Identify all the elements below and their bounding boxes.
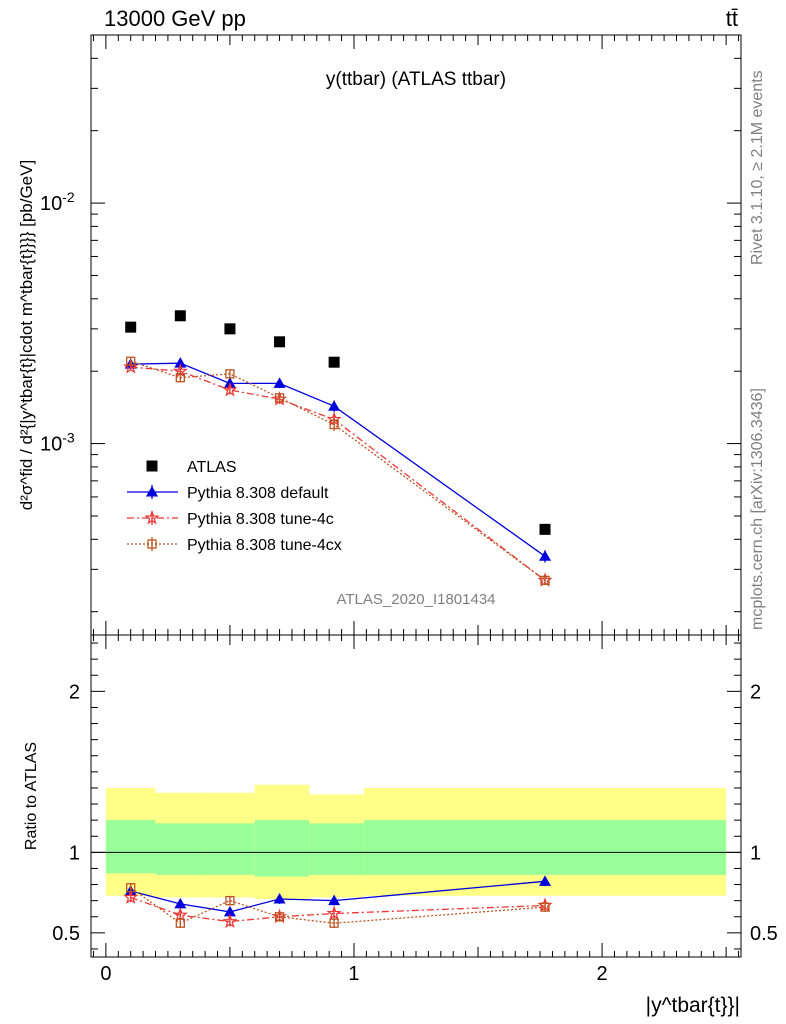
legend-marker <box>147 539 157 549</box>
uncertainty-band-inner <box>105 820 156 874</box>
ratio-y-tick-label: 0.5 <box>52 923 80 945</box>
process-label: tt̄ <box>726 6 738 31</box>
data-point <box>328 400 341 411</box>
legend-marker <box>146 486 158 497</box>
data-point <box>273 377 286 388</box>
data-point <box>222 381 238 397</box>
legend: ATLAS Pythia 8.308 default Pythia 8.308 tu… <box>127 459 342 554</box>
uncertainty-band-inner <box>309 823 364 875</box>
data-point <box>540 575 550 585</box>
ratio-point <box>126 883 136 893</box>
ratio-y-tick-label-right: 2 <box>750 681 761 703</box>
mcplots-label: mcplots.cern.ch [arXiv:1306.3436] <box>749 388 766 630</box>
data-point <box>274 393 285 403</box>
main-title: y(ttbar) (ATLAS ttbar) <box>326 69 506 90</box>
x-tick-label: 0 <box>100 963 111 985</box>
ratio-point <box>329 918 339 928</box>
ratio-y-tick-label-right: 1 <box>750 842 761 864</box>
legend-label: Pythia 8.308 tune-4c <box>187 511 334 528</box>
ratio-point <box>328 894 341 906</box>
rivet-version-label: Rivet 3.1.10, ≥ 2.1M events <box>749 70 766 265</box>
data-point <box>125 321 137 333</box>
energy-label: 13000 GeV pp <box>104 6 246 31</box>
main-ylabel: d²σ^fid / d²{|y^tbar{t}|cdot m^tbar{t}}}… <box>17 160 36 510</box>
ratio-line <box>130 896 546 923</box>
data-point <box>224 323 236 335</box>
data-point <box>329 419 339 430</box>
ratio-ylabel: Ratio to ATLAS <box>23 742 40 850</box>
uncertainty-band-inner <box>205 823 255 875</box>
ratio-point <box>222 913 238 929</box>
legend-marker <box>144 510 160 525</box>
ratio-point <box>326 905 342 920</box>
ratio-point <box>539 875 552 886</box>
watermark-label: ATLAS_2020_I1801434 <box>336 591 495 608</box>
data-point <box>175 373 185 383</box>
ratio-y-tick-label: 1 <box>69 842 80 864</box>
ratio-point <box>223 905 236 917</box>
uncertainty-band-inner <box>363 820 727 875</box>
data-point <box>328 356 340 368</box>
ratio-y-tick-label-right: 0.5 <box>750 923 778 945</box>
ratio-line <box>130 880 546 913</box>
y-tick-label: 10-2 <box>40 189 75 215</box>
ratio-series-pythia-8-308-tune-4cx <box>126 882 550 929</box>
uncertainty-band-inner <box>254 820 310 877</box>
ratio-point <box>172 907 188 922</box>
ratio-y-tick-label: 2 <box>69 681 80 703</box>
data-point <box>225 369 235 379</box>
data-point <box>126 356 136 366</box>
data-point <box>539 550 552 561</box>
y-tick-label: 10-3 <box>40 430 75 456</box>
series-atlas <box>125 310 551 535</box>
ratio-line <box>130 887 546 924</box>
series-line <box>130 366 546 581</box>
x-tick-label: 2 <box>597 963 608 985</box>
ratio-point <box>273 893 286 904</box>
series-pythia-8-308-tune-4cx <box>126 356 550 585</box>
data-point <box>174 310 186 322</box>
ratio-panel: 0.5 0.5 1 1 2 2 0 1 2 Ratio to ATLAS |y^tbar{t}}… <box>23 634 778 1017</box>
uncertainty-band-inner <box>155 823 206 875</box>
series-line <box>130 360 546 581</box>
legend-label: ATLAS <box>187 459 237 476</box>
main-panel: 10-2 10-3 y(ttbar) (ATLAS ttbar) ATLAS_20… <box>17 34 742 636</box>
ratio-point <box>225 896 235 906</box>
ratio-point <box>274 912 285 922</box>
ratio-point <box>175 918 185 928</box>
data-point <box>274 336 286 348</box>
legend-marker <box>146 460 158 472</box>
data-point <box>539 523 551 535</box>
x-axis-label: |y^tbar{t}}| <box>646 994 740 1017</box>
ratio-point <box>540 902 550 912</box>
ratio-point <box>123 889 139 904</box>
ratio-point <box>174 897 187 909</box>
data-point <box>174 357 187 368</box>
legend-label: Pythia 8.308 tune-4cx <box>187 537 342 554</box>
legend-label: Pythia 8.308 default <box>187 485 329 502</box>
series-line <box>130 362 546 557</box>
x-tick-label: 1 <box>348 963 359 985</box>
